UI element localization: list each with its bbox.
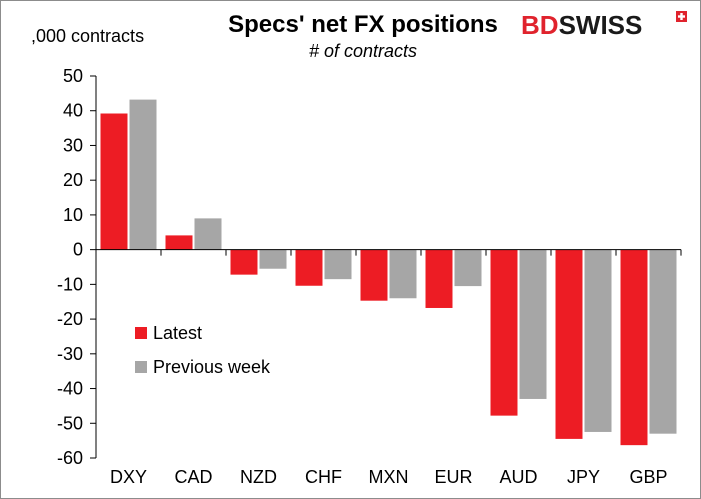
- legend-label: Previous week: [153, 357, 271, 377]
- x-tick-label: MXN: [369, 467, 409, 487]
- bar-latest-cad: [165, 235, 193, 250]
- swiss-cross-icon: [676, 11, 687, 22]
- x-axis-labels: DXY CAD NZD CHF MXN EUR AUD JPY GBP: [110, 467, 668, 487]
- chart-title: Specs' net FX positions: [228, 11, 498, 38]
- bar-previous-week-mxn: [389, 249, 417, 299]
- bdswiss-logo: BDSWISS: [521, 10, 687, 40]
- bar-previous-week-nzd: [259, 249, 287, 269]
- y-axis-label: ,000 contracts: [31, 26, 144, 46]
- y-tick-label: 20: [63, 170, 83, 190]
- y-tick-label: -60: [57, 448, 83, 468]
- y-tick-label: 10: [63, 205, 83, 225]
- bar-previous-week-dxy: [129, 99, 157, 250]
- y-tick-label: 30: [63, 135, 83, 155]
- bar-latest-dxy: [100, 113, 128, 250]
- bars: [100, 99, 677, 446]
- y-tick-label: 50: [63, 66, 83, 86]
- bar-previous-week-chf: [324, 249, 352, 280]
- bar-latest-aud: [490, 249, 518, 416]
- y-tick-label: -10: [57, 274, 83, 294]
- legend-label: Latest: [153, 323, 202, 343]
- bar-previous-week-aud: [519, 249, 547, 399]
- brand-swiss-text: SWISS: [559, 10, 643, 40]
- svg-text:BDSWISS: BDSWISS: [521, 10, 642, 40]
- x-tick-label: CHF: [305, 467, 342, 487]
- bar-previous-week-jpy: [584, 249, 612, 432]
- legend: Latest Previous week: [135, 323, 271, 377]
- bar-previous-week-eur: [454, 249, 482, 287]
- x-tick-label: EUR: [434, 467, 472, 487]
- bar-latest-eur: [425, 249, 453, 308]
- x-tick-label: NZD: [240, 467, 277, 487]
- bar-latest-gbp: [620, 249, 648, 446]
- y-tick-label: -30: [57, 344, 83, 364]
- x-tick-label: AUD: [499, 467, 537, 487]
- chart-subtitle: # of contracts: [309, 41, 417, 61]
- bar-previous-week-gbp: [649, 249, 677, 434]
- x-tick-label: CAD: [174, 467, 212, 487]
- bar-latest-nzd: [230, 249, 258, 275]
- legend-swatch: [135, 361, 147, 373]
- y-tick-label: -40: [57, 379, 83, 399]
- legend-swatch: [135, 327, 147, 339]
- y-tick-label: 0: [73, 240, 83, 260]
- y-tick-label: 40: [63, 101, 83, 121]
- y-tick-label: -20: [57, 309, 83, 329]
- y-tick-label: -50: [57, 413, 83, 433]
- bar-previous-week-cad: [194, 218, 222, 250]
- x-tick-label: JPY: [567, 467, 600, 487]
- y-axis-ticks: 50 40 30 20 10 0 -10 -20 -30 -40 -50 -60: [57, 66, 96, 468]
- bar-latest-jpy: [555, 249, 583, 439]
- x-tick-label: DXY: [110, 467, 147, 487]
- bar-latest-mxn: [360, 249, 388, 301]
- brand-bd-text: BD: [521, 10, 559, 40]
- axes: [95, 76, 682, 458]
- bar-latest-chf: [295, 249, 323, 286]
- x-tick-label: GBP: [629, 467, 667, 487]
